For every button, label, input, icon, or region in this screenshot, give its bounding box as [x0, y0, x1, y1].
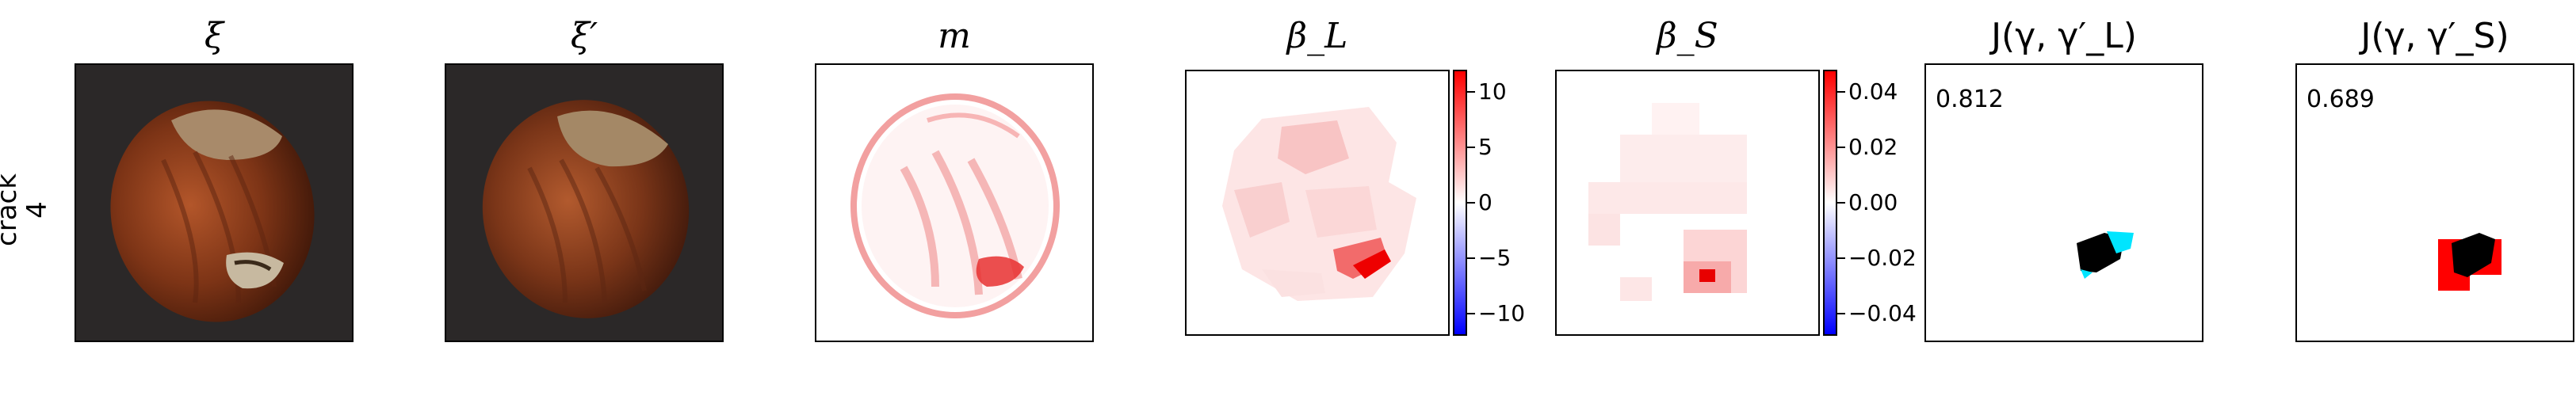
difference-map-illustration	[850, 93, 1060, 318]
superpixel-attribution-illustration	[1222, 107, 1416, 301]
colorbar-beta-s-tick-label: −0.02	[1848, 245, 1917, 271]
hazelnut-illustration	[110, 101, 315, 322]
colorbar-beta-s-tick-label: 0.02	[1848, 134, 1898, 160]
colorbar-beta-l-tick-label: 5	[1478, 134, 1492, 160]
overlap-mask-s	[2438, 233, 2501, 291]
panel-title-m: m	[938, 16, 971, 56]
row-label-line-1: crack	[0, 173, 23, 246]
patch-attribution-illustration	[1588, 103, 1747, 301]
colorbar-beta-l-tick	[1467, 91, 1475, 93]
colorbar-beta-l-tick-label: −5	[1478, 245, 1512, 271]
panel-xi-prime-image	[445, 63, 724, 342]
panel-title-j-l: J(γ, γ′_L)	[1991, 16, 2137, 56]
colorbar-beta-l-tick-label: 0	[1478, 189, 1492, 215]
panel-title-xi-prime: ξ′	[570, 16, 598, 56]
panel-m-heatmap	[815, 63, 1094, 342]
colorbar-beta-l-tick	[1467, 147, 1475, 148]
score-j-s: 0.689	[2307, 86, 2375, 113]
hazelnut-reconstruction-illustration	[482, 100, 690, 318]
panel-j-l-overlap: 0.812	[1924, 63, 2203, 342]
colorbar-beta-l-tick-label: −10	[1478, 300, 1526, 326]
panel-title-xi: ξ	[204, 16, 224, 56]
row-label: crack 4	[0, 170, 55, 249]
colorbar-beta-s-tick-label: 0.00	[1848, 189, 1898, 215]
panel-title-beta-s: β_S	[1657, 16, 1718, 56]
row-label-line-2: 4	[21, 201, 53, 219]
colorbar-beta-s-tick	[1837, 257, 1845, 259]
colorbar-beta-l-tick	[1467, 313, 1475, 314]
colorbar-beta-s-tick	[1837, 147, 1845, 148]
overlap-mask-l	[2077, 231, 2134, 279]
score-j-l: 0.812	[1936, 86, 2004, 113]
colorbar-beta-l-tick-label: 10	[1478, 78, 1507, 105]
colorbar-beta-s	[1823, 70, 1837, 336]
colorbar-beta-s-tick	[1837, 202, 1845, 204]
panel-beta-l-heatmap	[1185, 70, 1450, 336]
colorbar-beta-s-tick-label: −0.04	[1848, 300, 1917, 326]
panel-j-s-overlap: 0.689	[2295, 63, 2574, 342]
colorbar-beta-l-tick	[1467, 202, 1475, 204]
panel-title-beta-l: β_L	[1286, 16, 1348, 56]
panel-beta-s-heatmap	[1555, 70, 1820, 336]
colorbar-beta-s-tick	[1837, 313, 1845, 314]
colorbar-beta-l	[1453, 70, 1467, 336]
colorbar-beta-l-tick	[1467, 257, 1475, 259]
colorbar-beta-s-tick-label: 0.04	[1848, 78, 1898, 105]
panel-title-j-s: J(γ, γ′_S)	[2360, 16, 2509, 56]
panel-xi-image	[75, 63, 354, 342]
colorbar-beta-s-tick	[1837, 91, 1845, 93]
